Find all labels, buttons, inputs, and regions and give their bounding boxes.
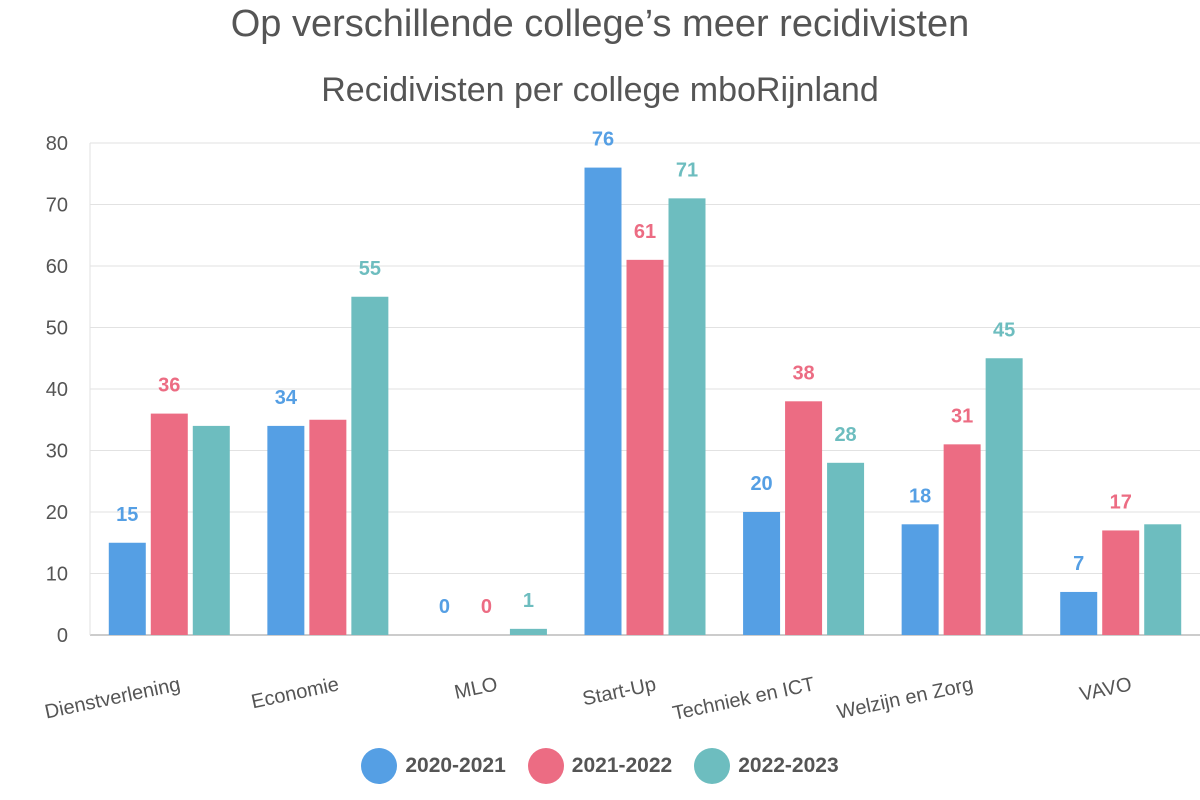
bar-chart: 010203040506070801536Dienstverlening3455… bbox=[43, 129, 1200, 725]
legend-swatch bbox=[527, 748, 564, 784]
bar bbox=[626, 259, 664, 635]
legend-item-2020-2021[interactable]: 2020-2021 bbox=[361, 748, 506, 784]
data-label: 7 bbox=[1073, 553, 1084, 575]
bar bbox=[150, 413, 188, 635]
data-label: 1 bbox=[523, 590, 534, 612]
data-label: 20 bbox=[750, 473, 772, 495]
bar bbox=[351, 296, 389, 635]
y-tick-label: 10 bbox=[46, 564, 68, 586]
legend-item-2021-2022[interactable]: 2021-2022 bbox=[527, 748, 673, 784]
x-tick-label: MLO bbox=[452, 673, 499, 704]
data-label: 71 bbox=[676, 159, 698, 181]
bar bbox=[509, 628, 547, 635]
y-tick-label: 40 bbox=[46, 379, 68, 401]
data-label: 76 bbox=[592, 129, 614, 151]
bar bbox=[584, 167, 622, 635]
legend-swatch bbox=[361, 748, 398, 784]
x-tick-label: VAVO bbox=[1078, 673, 1134, 705]
legend-label: 2022-2023 bbox=[738, 754, 839, 777]
data-label: 18 bbox=[909, 485, 931, 507]
data-label: 0 bbox=[439, 596, 450, 618]
data-label: 55 bbox=[359, 258, 381, 280]
legend-label: 2020-2021 bbox=[405, 754, 506, 777]
data-label: 34 bbox=[275, 387, 298, 409]
legend-swatch bbox=[694, 748, 731, 784]
bar bbox=[785, 401, 823, 635]
x-tick-label: Techniek en ICT bbox=[671, 673, 817, 725]
data-label: 17 bbox=[1110, 491, 1132, 513]
data-label: 15 bbox=[116, 504, 138, 526]
data-label: 36 bbox=[158, 375, 180, 397]
bar bbox=[267, 425, 305, 635]
y-tick-label: 0 bbox=[57, 625, 68, 647]
bar bbox=[901, 524, 939, 635]
y-tick-label: 20 bbox=[46, 502, 68, 524]
bar bbox=[192, 425, 230, 635]
bar bbox=[108, 542, 146, 635]
data-label: 38 bbox=[792, 362, 814, 384]
data-label: 31 bbox=[951, 405, 973, 427]
bar bbox=[1144, 524, 1182, 635]
bar bbox=[1102, 530, 1140, 635]
y-tick-label: 50 bbox=[46, 318, 68, 340]
data-label: 0 bbox=[481, 596, 492, 618]
legend-label: 2021-2022 bbox=[571, 754, 673, 777]
x-tick-label: Economie bbox=[249, 673, 341, 713]
x-tick-label: Dienstverlening bbox=[43, 673, 182, 723]
bar bbox=[1060, 591, 1098, 635]
x-tick-label: Welzijn en Zorg bbox=[835, 673, 975, 723]
y-tick-label: 70 bbox=[46, 195, 68, 217]
legend: 2020-2021 2021-2022 2022-2023 bbox=[0, 748, 1200, 784]
data-label: 28 bbox=[834, 424, 856, 446]
chart-title: Op verschillende college’s meer recidivi… bbox=[230, 3, 970, 45]
data-label: 45 bbox=[993, 319, 1015, 341]
bar bbox=[985, 358, 1023, 635]
bar bbox=[743, 512, 781, 635]
y-tick-label: 80 bbox=[46, 133, 68, 155]
legend-item-2022-2023[interactable]: 2022-2023 bbox=[694, 748, 839, 784]
data-label: 61 bbox=[634, 221, 656, 243]
bar bbox=[309, 419, 347, 635]
y-tick-label: 30 bbox=[46, 441, 68, 463]
bar bbox=[668, 198, 706, 635]
x-tick-label: Start-Up bbox=[581, 673, 658, 710]
bar bbox=[943, 444, 981, 635]
y-tick-label: 60 bbox=[46, 256, 68, 278]
bar bbox=[827, 462, 865, 635]
chart-subtitle: Recidivisten per college mboRijnland bbox=[321, 71, 879, 109]
